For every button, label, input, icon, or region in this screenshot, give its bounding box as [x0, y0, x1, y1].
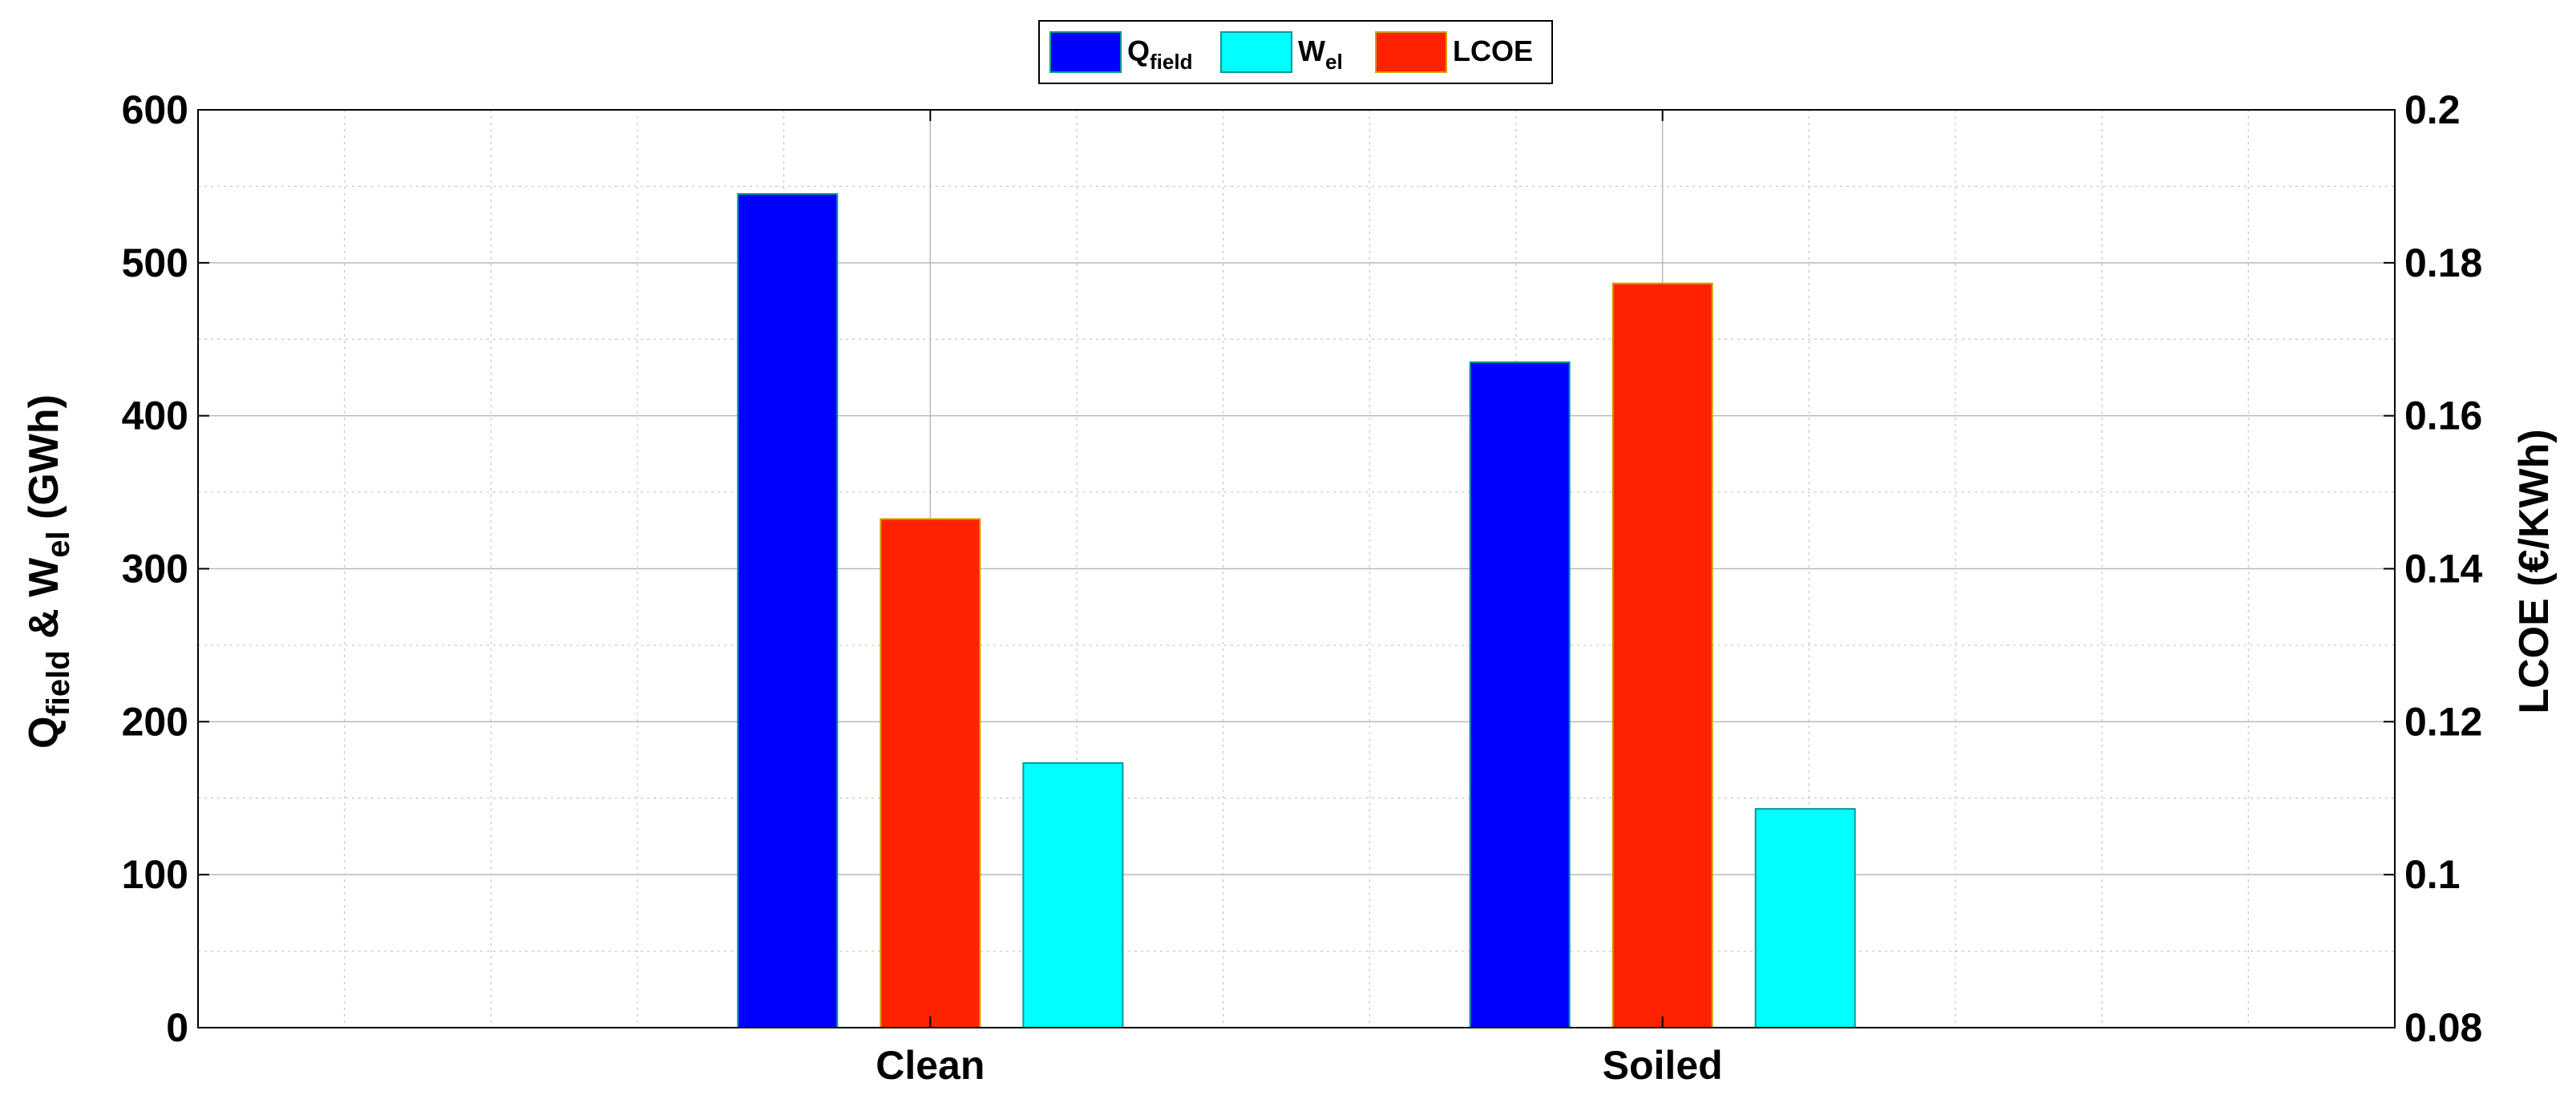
- bar-clean-w: [1022, 762, 1124, 1028]
- y-right-tick-label: 0.18: [2404, 240, 2482, 285]
- y-left-tick-label: 500: [122, 240, 188, 285]
- bar-clean-lcoe: [880, 518, 981, 1028]
- bar-soiled-w: [1754, 808, 1856, 1028]
- x-tick-label: Soiled: [1603, 1043, 1723, 1088]
- legend-swatch-q: [1049, 31, 1122, 73]
- y-right-tick-label: 0.12: [2404, 699, 2482, 744]
- y-right-tick-label: 0.16: [2404, 394, 2482, 438]
- y-axis-label-right: LCOE (€/KWh): [2511, 429, 2558, 713]
- y-right-tick-label: 0.14: [2404, 547, 2483, 592]
- y-left-tick-label: 400: [122, 394, 188, 438]
- legend-swatch-w: [1220, 31, 1292, 73]
- y-right-tick-label: 0.1: [2404, 852, 2461, 897]
- y-left-tick-label: 100: [122, 852, 188, 897]
- legend-label-w: Wel: [1298, 34, 1343, 74]
- legend: Qfield Wel LCOE: [1038, 20, 1553, 84]
- y-left-tick-label: 200: [122, 699, 188, 744]
- legend-label-lcoe: LCOE: [1453, 34, 1533, 67]
- y-axis-label-left: Qfield & Wel (GWh): [21, 394, 76, 749]
- bar-soiled-q: [1469, 361, 1571, 1028]
- bar-clean-q: [737, 192, 839, 1028]
- y-right-tick-label: 0.2: [2404, 87, 2461, 132]
- y-left-tick-label: 600: [122, 87, 188, 132]
- bar-soiled-lcoe: [1612, 282, 1713, 1028]
- bars: [737, 192, 1856, 1028]
- legend-label-q: Qfield: [1127, 34, 1192, 74]
- y-left-tick-label: 0: [166, 1005, 188, 1050]
- ticks: 0 100 200 300 400 500 600 0.08 0.1 0.12 0.14 0.16 0.…: [122, 87, 2483, 1088]
- x-tick-label: Clean: [876, 1043, 985, 1088]
- legend-box: [1038, 20, 1553, 84]
- legend-swatch-lcoe: [1375, 31, 1447, 73]
- y-left-tick-label: 300: [122, 547, 188, 592]
- grid: [198, 110, 2395, 1028]
- y-right-tick-label: 0.08: [2404, 1005, 2482, 1050]
